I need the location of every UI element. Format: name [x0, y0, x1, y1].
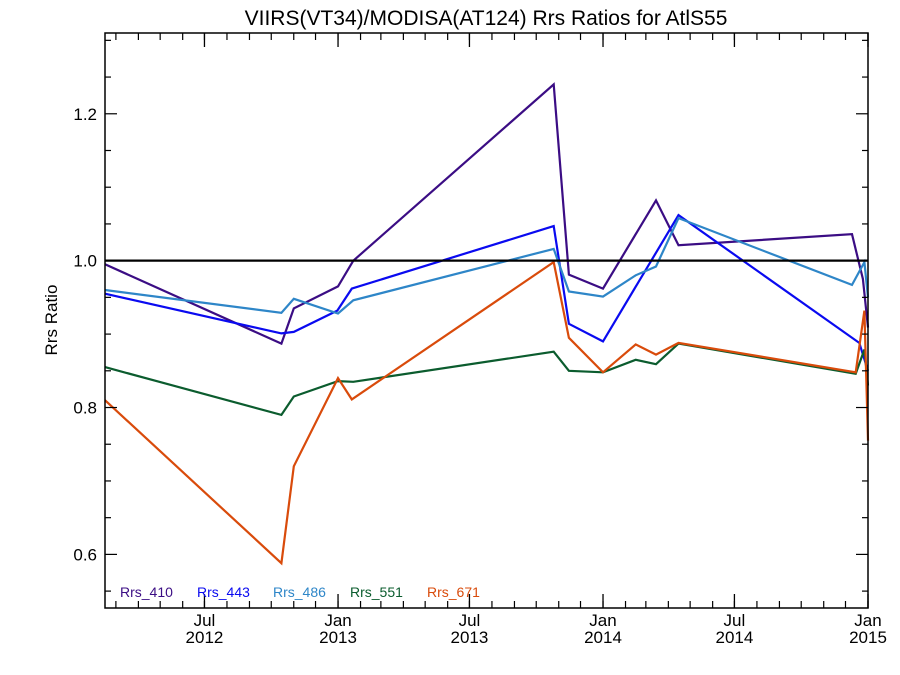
plot-area: 0.60.81.01.2Jul2012Jan2013Jul2013Jan2014…	[73, 32, 887, 647]
plot-frame	[104, 32, 869, 609]
y-axis-label: Rrs Ratio	[42, 285, 61, 356]
series-line-rrs-551	[104, 342, 870, 417]
series-line-rrs-486	[104, 216, 870, 315]
x-tick-month-label: Jan	[324, 611, 351, 630]
series-line-rrs-671	[104, 260, 870, 566]
x-tick-year-label: 2013	[451, 628, 489, 647]
legend-entry-rrs-410: Rrs_410	[120, 584, 173, 600]
x-tick-month-label: Jan	[589, 611, 616, 630]
x-tick-month-label: Jan	[854, 611, 881, 630]
x-tick-month-label: Jul	[724, 611, 746, 630]
y-tick-label: 1.0	[73, 252, 97, 271]
x-tick-year-label: 2012	[186, 628, 224, 647]
y-tick-label: 0.6	[73, 545, 97, 564]
x-tick-year-label: 2015	[849, 628, 887, 647]
x-tick-year-label: 2013	[319, 628, 357, 647]
x-tick-year-label: 2014	[716, 628, 754, 647]
legend-entry-rrs-486: Rrs_486	[273, 584, 326, 600]
x-tick-year-label: 2014	[584, 628, 622, 647]
x-tick-month-label: Jul	[194, 611, 216, 630]
y-tick-label: 1.2	[73, 105, 97, 124]
y-tick-label: 0.8	[73, 399, 97, 418]
legend-entry-rrs-443: Rrs_443	[197, 584, 250, 600]
series-line-rrs-443	[104, 213, 870, 372]
legend-entry-rrs-671: Rrs_671	[427, 584, 480, 600]
legend-entry-rrs-551: Rrs_551	[350, 584, 403, 600]
chart-title: VIIRS(VT34)/MODISA(AT124) Rrs Ratios for…	[245, 7, 728, 30]
series-line-rrs-410	[104, 82, 870, 346]
x-tick-month-label: Jul	[459, 611, 481, 630]
